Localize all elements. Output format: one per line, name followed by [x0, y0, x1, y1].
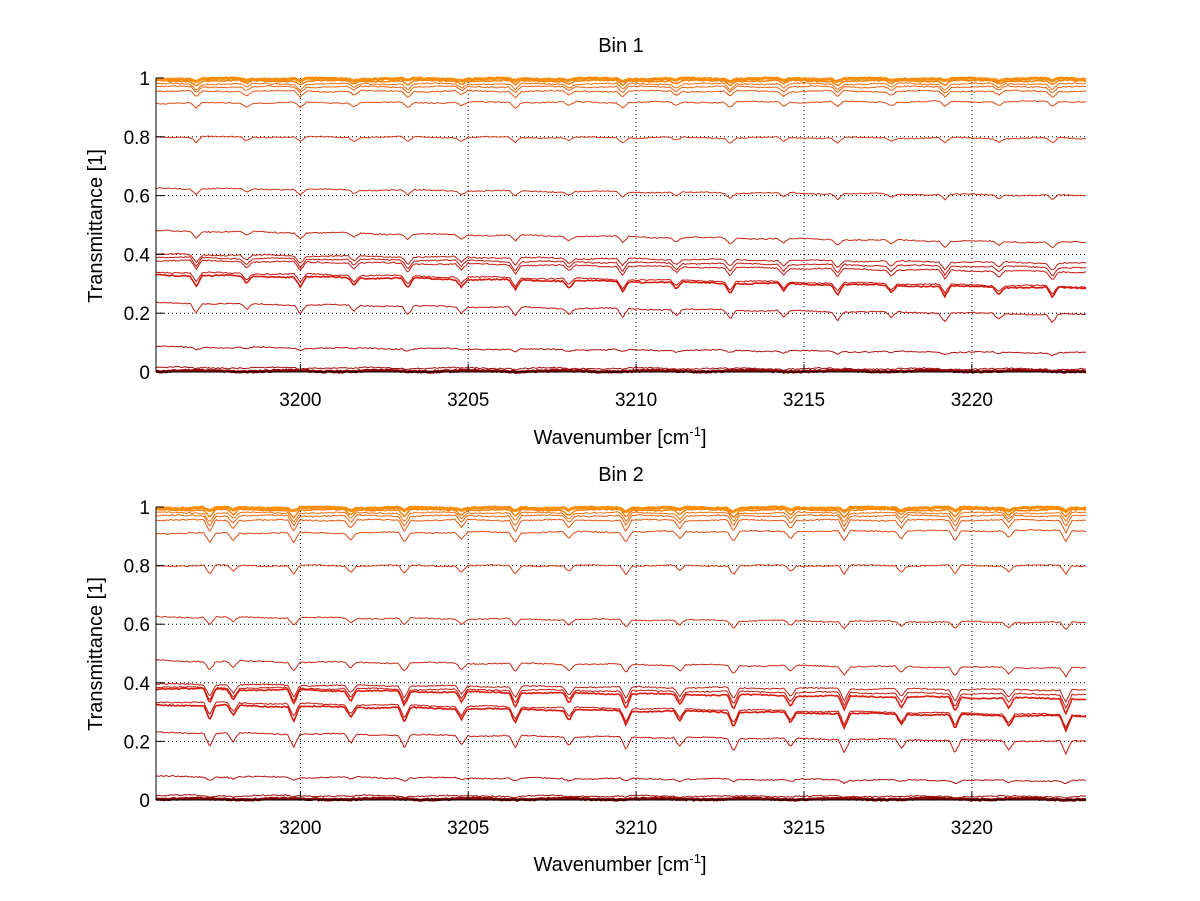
series-line-s11: [155, 615, 1087, 630]
y-tick-label: 0.6: [124, 615, 150, 636]
axes: [155, 77, 1086, 373]
x-tick-label: 3215: [783, 390, 825, 411]
series-line-s10: [155, 229, 1087, 249]
series-line-s13: [155, 528, 1087, 544]
x-axis-label: Wavenumber [cm-1]: [533, 424, 706, 449]
series-line-s7: [155, 687, 1087, 716]
x-tick-label: 3200: [279, 818, 321, 839]
series-line-s6: [155, 271, 1087, 295]
axes: [155, 506, 1086, 801]
series-line-s11: [156, 186, 1087, 201]
series-line-s18: [155, 76, 1087, 84]
series-line-s7: [155, 259, 1087, 280]
series-line-s3: [155, 774, 1087, 785]
series-line-s15: [155, 514, 1087, 528]
series-line-s2: [155, 794, 1087, 799]
series-line-s2: [156, 365, 1087, 372]
y-tick-label: 0: [139, 363, 150, 384]
series-line-s17: [155, 78, 1087, 87]
x-tick-label: 3210: [615, 818, 657, 839]
series-line-s15: [155, 85, 1087, 94]
series-line-s14: [155, 518, 1087, 535]
series-line-s12: [155, 563, 1087, 576]
series-line-s8: [155, 685, 1087, 710]
y-tick-label: 0.2: [124, 304, 150, 325]
y-tick-label: 1: [139, 69, 150, 90]
series-line-s16: [156, 511, 1087, 523]
series-line-s9: [155, 252, 1086, 271]
y-tick-label: 0.8: [124, 557, 150, 578]
y-tick-label: 0: [139, 791, 150, 812]
series-line-s9: [155, 682, 1087, 704]
series-line-s5: [155, 703, 1087, 734]
series-group: [155, 76, 1087, 375]
series-line-s4: [155, 301, 1086, 324]
series-line-s4: [155, 731, 1087, 756]
x-tick-label: 3215: [783, 818, 825, 839]
x-tick-label: 3220: [951, 818, 993, 839]
y-axis-label: Transmittance [1]: [85, 577, 107, 731]
y-tick-label: 0.8: [124, 128, 150, 149]
y-tick-label: 0.4: [124, 674, 151, 695]
series-line-s14: [155, 89, 1087, 99]
series-line-s13: [155, 99, 1087, 110]
x-tick-label: 3220: [951, 390, 993, 411]
grid: [156, 78, 1086, 372]
y-axis-label: Transmittance [1]: [85, 149, 107, 303]
series-line-s5: [155, 273, 1087, 299]
series-line-s12: [155, 135, 1087, 144]
series-line-s18: [155, 505, 1087, 514]
y-tick-labels: 0 0.2 0.4 0.6 0.8 1: [124, 69, 151, 384]
series-line-s16: [155, 82, 1087, 92]
subplot-title: Bin 1: [598, 35, 644, 57]
series-line-s6: [155, 701, 1087, 729]
y-tick-label: 0.2: [124, 732, 150, 753]
x-axis-label: Wavenumber [cm-1]: [533, 851, 706, 876]
y-tick-label: 0.4: [124, 245, 151, 266]
x-tick-labels: 3200 3205 3210 3215 3220: [279, 818, 993, 839]
y-tick-label: 0.6: [124, 187, 150, 208]
series-line-s3: [155, 345, 1087, 357]
x-tick-label: 3210: [615, 390, 657, 411]
grid: [156, 507, 1086, 800]
x-tick-label: 3205: [447, 818, 489, 839]
series-line-s10: [155, 659, 1087, 678]
x-tick-labels: 3200 3205 3210 3215 3220: [279, 390, 993, 411]
series-line-s8: [155, 255, 1087, 277]
y-tick-label: 1: [139, 498, 150, 519]
subplot-bin-2: Bin 2 3200 3205 3210 3215 3220 0 0.2 0.4 0.6 0.8…: [85, 464, 1087, 876]
series-group: [155, 505, 1087, 803]
x-tick-label: 3205: [447, 390, 489, 411]
subplot-bin-1: Bin 1 3200 3205 3210 3215 3220 0 0.2 0.4 0.6 0.8…: [85, 35, 1087, 449]
subplot-title: Bin 2: [598, 464, 644, 486]
x-tick-label: 3200: [279, 390, 321, 411]
y-tick-labels: 0 0.2 0.4 0.6 0.8 1: [124, 498, 151, 812]
